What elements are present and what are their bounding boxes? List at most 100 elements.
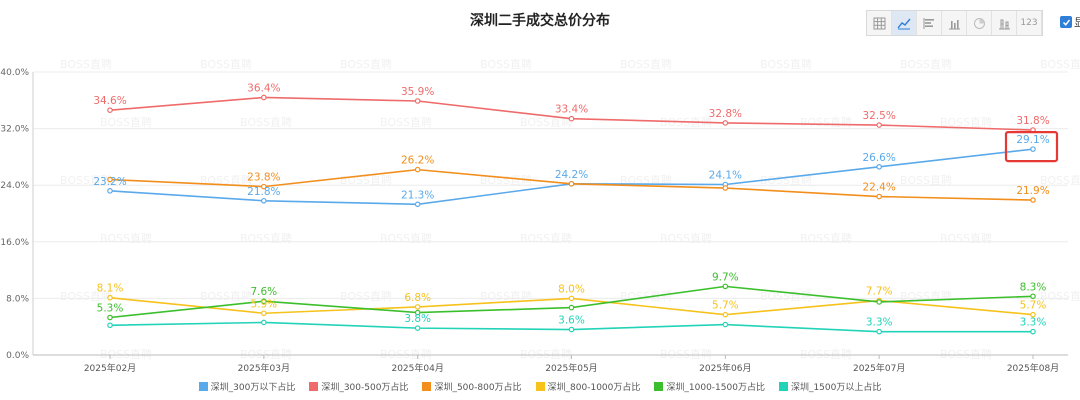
data-point bbox=[261, 183, 267, 190]
chart-title: 深圳二手成交总价分布 bbox=[470, 13, 610, 29]
legend-label: 深圳_500-800万占比 bbox=[434, 383, 522, 393]
data-point bbox=[568, 304, 575, 311]
watermark-text: BOSS直聘 bbox=[620, 57, 672, 71]
data-label: 3.3% bbox=[866, 317, 893, 329]
chart-legend: 深圳_300万以下占比 深圳_300-500万占比 深圳_500-800万占比 深圳_… bbox=[0, 380, 1080, 393]
data-label: 6.8% bbox=[404, 292, 431, 304]
pie-chart-button[interactable] bbox=[967, 11, 992, 35]
watermark-text: BOSS直聘 bbox=[940, 347, 992, 361]
watermark-text: BOSS直聘 bbox=[200, 57, 252, 71]
legend-item[interactable]: 深圳_1500万以上占比 bbox=[778, 380, 882, 393]
watermark-text: BOSS直聘 bbox=[940, 231, 992, 245]
watermark-text: BOSS直聘 bbox=[60, 173, 112, 187]
watermark-text: BOSS直聘 bbox=[340, 289, 392, 303]
watermark-text: BOSS直聘 bbox=[200, 289, 252, 303]
watermark-text: BOSS直聘 bbox=[660, 231, 712, 245]
data-point bbox=[107, 107, 113, 114]
legend-swatch bbox=[309, 382, 319, 391]
data-label: 21.3% bbox=[401, 189, 434, 201]
x-tick-label: 2025年07月 bbox=[853, 362, 905, 374]
data-label: 35.9% bbox=[401, 86, 434, 98]
watermark-text: BOSS直聘 bbox=[1040, 173, 1080, 187]
data-point bbox=[261, 298, 267, 305]
data-point bbox=[876, 299, 882, 305]
stacked-bar-icon bbox=[998, 19, 1010, 29]
data-label: 24.2% bbox=[555, 169, 588, 181]
x-tick-label: 2025年06月 bbox=[699, 362, 751, 374]
data-point bbox=[876, 193, 882, 200]
data-point bbox=[876, 328, 882, 335]
watermark-text: BOSS直聘 bbox=[1040, 289, 1080, 303]
data-point bbox=[1030, 197, 1036, 203]
y-tick-label: 0.0% bbox=[6, 351, 29, 361]
legend-item[interactable]: 深圳_300万以下占比 bbox=[198, 380, 295, 393]
watermark-text: BOSS直聘 bbox=[60, 289, 112, 303]
checkbox-checked-icon bbox=[1060, 16, 1072, 28]
y-tick-label: 24.0% bbox=[0, 181, 29, 191]
y-tick-label: 16.0% bbox=[0, 238, 29, 248]
watermark-text: BOSS直聘 bbox=[100, 347, 152, 361]
highlight-box bbox=[1004, 131, 1059, 163]
watermark-text: BOSS直聘 bbox=[620, 289, 672, 303]
data-label: 5.7% bbox=[1020, 300, 1047, 312]
bar-chart-button[interactable] bbox=[942, 11, 967, 35]
checkbox-label: 显 bbox=[1074, 16, 1080, 29]
data-label: 26.6% bbox=[862, 152, 895, 164]
watermark-text: BOSS直聘 bbox=[60, 57, 112, 71]
data-label: 5.3% bbox=[97, 303, 124, 315]
watermark-text: BOSS直聘 bbox=[380, 115, 432, 129]
data-label: 26.2% bbox=[401, 155, 434, 167]
watermark-text: BOSS直聘 bbox=[800, 115, 852, 129]
legend-item[interactable]: 深圳_500-800万占比 bbox=[422, 380, 522, 393]
legend-swatch bbox=[654, 382, 664, 391]
stacked-bar-button[interactable] bbox=[992, 11, 1017, 35]
line-chart: BOSS直聘 BOSS直聘 BOSS直聘 BOSS直聘 BOSS直聘 BOSS直聘 BOSS… bbox=[0, 57, 1080, 374]
show-values-checkbox[interactable]: 显 bbox=[1060, 14, 1080, 30]
legend-item[interactable]: 深圳_800-1000万占比 bbox=[535, 380, 640, 393]
data-point bbox=[1030, 293, 1036, 300]
watermark-text: BOSS直聘 bbox=[240, 231, 292, 245]
x-tick-label: 2025年04月 bbox=[391, 362, 443, 374]
watermark-text: BOSS直聘 bbox=[800, 347, 852, 361]
bar-chart-icon bbox=[948, 19, 960, 29]
data-label: 7.7% bbox=[866, 286, 893, 298]
data-point bbox=[876, 122, 882, 128]
legend-label: 深圳_1500万以上占比 bbox=[790, 383, 882, 393]
data-label: 5.9% bbox=[250, 298, 277, 310]
data-point bbox=[107, 188, 113, 194]
data-point bbox=[414, 309, 421, 316]
data-label: 9.7% bbox=[712, 271, 739, 283]
watermark-text: BOSS直聘 bbox=[240, 115, 292, 129]
y-tick-label: 40.0% bbox=[0, 68, 29, 78]
data-point bbox=[414, 98, 421, 104]
watermark-text: BOSS直聘 bbox=[100, 231, 152, 245]
watermark-text: BOSS直聘 bbox=[1040, 57, 1080, 71]
watermark-text: BOSS直聘 bbox=[760, 289, 812, 303]
data-label: 8.1% bbox=[97, 283, 124, 295]
data-point bbox=[1030, 328, 1036, 335]
watermark-text: BOSS直聘 bbox=[340, 57, 392, 71]
data-point bbox=[722, 185, 729, 191]
data-point bbox=[568, 115, 575, 122]
data-point bbox=[414, 201, 421, 208]
data-point bbox=[568, 326, 575, 333]
data-point bbox=[107, 322, 113, 329]
watermark-text: BOSS直聘 bbox=[760, 57, 812, 71]
watermark-text: BOSS直聘 bbox=[660, 347, 712, 361]
data-label: 31.8% bbox=[1016, 115, 1049, 127]
horizontal-bar-button[interactable] bbox=[917, 11, 942, 35]
legend-item[interactable]: 深圳_300-500万占比 bbox=[309, 380, 408, 393]
legend-item[interactable]: 深圳_1000-1500万占比 bbox=[654, 380, 765, 393]
number-view-button[interactable]: 123 bbox=[1017, 11, 1042, 35]
chart-toolbar: 123 bbox=[866, 10, 1043, 36]
table-view-button[interactable] bbox=[867, 11, 892, 35]
watermark-text: BOSS直聘 bbox=[480, 289, 532, 303]
watermark-text: BOSS直聘 bbox=[800, 231, 852, 245]
legend-swatch bbox=[198, 382, 208, 391]
legend-label: 深圳_1000-1500万占比 bbox=[666, 383, 765, 393]
line-chart-button[interactable] bbox=[892, 11, 917, 35]
table-icon bbox=[873, 17, 885, 29]
data-point bbox=[722, 283, 729, 290]
data-point bbox=[1030, 311, 1036, 318]
legend-swatch bbox=[422, 382, 432, 391]
